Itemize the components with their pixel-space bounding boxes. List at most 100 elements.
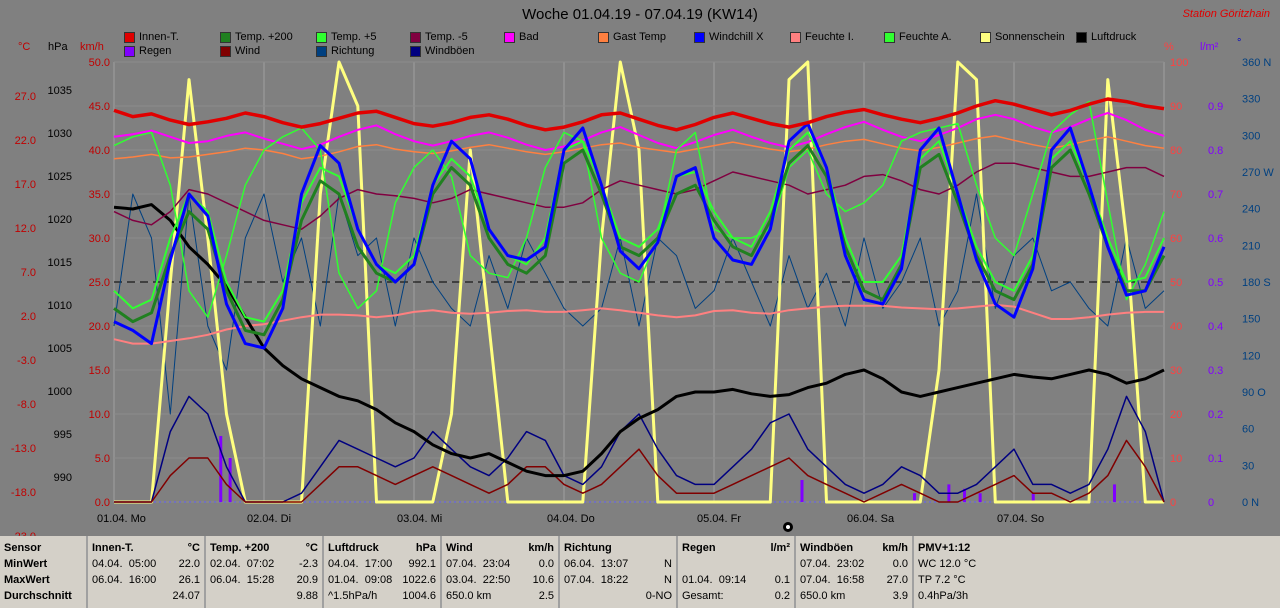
- legend-label: Feuchte I.: [805, 31, 854, 43]
- legend-label: Richtung: [331, 45, 375, 57]
- tick-rain: 0.3: [1208, 365, 1223, 377]
- tick-pressure: 1015: [48, 257, 72, 269]
- tick-humidity: 70: [1170, 189, 1182, 201]
- stats-avg: Gesamt: 0.2: [682, 590, 790, 602]
- tick-day: 02.04. Di: [247, 513, 291, 525]
- tick-temp: 2.0: [21, 311, 36, 323]
- pmv-line-1: WC 12.0 °C: [918, 558, 977, 570]
- legend-swatch: [694, 31, 705, 43]
- legend-label: Regen: [139, 45, 172, 57]
- stats-header: Temp. +200 °C: [210, 542, 318, 554]
- tick-temp: 27.0: [15, 91, 36, 103]
- pmv-line-2: TP 7.2 °C: [918, 574, 966, 586]
- tick-direction: 300: [1242, 130, 1260, 142]
- tick-wind: 5.0: [95, 453, 110, 465]
- tick-direction: 360 N: [1242, 57, 1271, 69]
- stats-avg: 9.88: [296, 590, 318, 602]
- stats-column: Innen-T. °C 04.04. 05:00 22.0 06.04. 16:00…: [88, 536, 206, 608]
- tick-direction: 330: [1242, 94, 1260, 106]
- tick-wind: 15.0: [89, 365, 110, 377]
- tick-temp: -23.0: [11, 531, 36, 536]
- stats-min: 07.04. 23:02 0.0: [800, 558, 908, 570]
- stats-labels-column: Sensor MinWert MaxWert Durchschnitt: [0, 536, 88, 608]
- tick-temp: 17.0: [15, 179, 36, 191]
- tick-rain: 0.2: [1208, 409, 1223, 421]
- legend-label: Windböen: [425, 45, 475, 57]
- stats-header: Wind km/h: [446, 542, 554, 554]
- stats-column: Temp. +200 °C 02.04. 07:02 -2.3 06.04. 15:…: [206, 536, 324, 608]
- tick-day: 06.04. Sa: [847, 513, 895, 525]
- tick-wind: 35.0: [89, 189, 110, 201]
- legend-item: Wind: [220, 45, 260, 57]
- unit-direction: °: [1237, 37, 1241, 49]
- tick-pressure: 1035: [48, 85, 72, 97]
- tick-pressure: 1000: [48, 386, 72, 398]
- tick-wind: 25.0: [89, 277, 110, 289]
- legend-swatch: [124, 31, 135, 43]
- series-line-feuchte-i-: [113, 303, 1164, 345]
- tick-rain: 0.6: [1208, 233, 1223, 245]
- chart-series: [113, 60, 1166, 504]
- tick-day: 01.04. Mo: [97, 513, 146, 525]
- stats-avg: 0-NO: [645, 590, 672, 602]
- tick-temp: -18.0: [11, 487, 36, 499]
- rain-bar: [963, 488, 966, 502]
- rain-bar: [978, 493, 982, 502]
- tick-pressure: 1010: [48, 300, 72, 312]
- chart-axes: °C hPa km/h% l/m² ° 27.0 22.0 17.0 12.0 7.0 2.0 -3.…: [11, 37, 1274, 536]
- stats-min: 04.04. 17:00 992.1: [328, 558, 436, 570]
- tick-humidity: 30: [1170, 365, 1182, 377]
- series-line-feuchte-a-: [113, 100, 1165, 318]
- legend-item: Richtung: [316, 45, 374, 57]
- legend-item: Regen: [124, 45, 171, 57]
- legend-label: Sonnenschein: [995, 31, 1065, 43]
- stats-min: 04.04. 05:00 22.0: [92, 558, 200, 570]
- legend-item: Temp. +5: [316, 31, 377, 43]
- tick-wind: 30.0: [89, 233, 110, 245]
- stats-avg: 24.07: [172, 590, 200, 602]
- tick-rain: 0: [1208, 497, 1214, 509]
- legend-swatch: [410, 45, 421, 57]
- tick-humidity: 90: [1170, 101, 1182, 113]
- tick-wind: 40.0: [89, 145, 110, 157]
- row-label-max: MaxWert: [4, 574, 50, 586]
- pmv-title: PMV+1:12: [918, 542, 971, 554]
- weather-chart: °C hPa km/h% l/m² ° 27.0 22.0 17.0 12.0 7.0 2.0 -3.…: [10, 37, 1275, 536]
- tick-wind: 0.0: [95, 497, 110, 509]
- stats-min: 02.04. 07:02 -2.3: [210, 558, 318, 570]
- stats-avg: 650.0 km 2.5: [446, 590, 554, 602]
- rain-bar: [228, 458, 232, 502]
- stats-header: Regen l/m²: [682, 542, 790, 554]
- tick-temp: 22.0: [15, 135, 36, 147]
- legend-swatch: [220, 31, 231, 43]
- legend-label: Temp. -5: [425, 31, 468, 43]
- legend-label: Wind: [235, 45, 261, 57]
- rain-bar: [913, 493, 916, 502]
- tick-humidity: 60: [1170, 233, 1182, 245]
- tick-rain: 0.1: [1208, 453, 1223, 465]
- row-label-avg: Durchschnitt: [4, 590, 72, 602]
- tick-wind: 45.0: [89, 101, 110, 113]
- legend-item: Bad: [504, 31, 539, 43]
- tick-temp: -3.0: [17, 355, 36, 367]
- legend-swatch: [410, 31, 421, 43]
- series-line-windb-en: [114, 395, 1165, 503]
- tick-rain: 0.5: [1208, 277, 1223, 289]
- stats-max: 06.04. 16:00 26.1: [92, 574, 200, 586]
- stats-max: 01.04. 09:08 1022.6: [328, 574, 436, 586]
- unit-temp: °C: [18, 41, 30, 53]
- tick-pressure: 1025: [48, 171, 72, 183]
- stats-column: Windböen km/h 07.04. 23:02 0.0 07.04. 16:5…: [796, 536, 914, 608]
- rain-bar: [1031, 493, 1035, 502]
- rain-bar: [1113, 484, 1116, 502]
- stats-min: 06.04. 13:07 N: [564, 558, 672, 570]
- time-marker-dot: [786, 525, 790, 529]
- stats-table: Sensor MinWert MaxWert Durchschnitt Inne…: [0, 536, 1280, 608]
- stats-min: 07.04. 23:04 0.0: [446, 558, 554, 570]
- legend-swatch: [884, 31, 895, 43]
- legend-item: Luftdruck: [1076, 31, 1136, 43]
- stats-header: Luftdruck hPa: [328, 542, 436, 554]
- legend-label: Innen-T.: [139, 31, 179, 43]
- tick-humidity: 100: [1170, 57, 1188, 69]
- rain-bar: [800, 480, 804, 502]
